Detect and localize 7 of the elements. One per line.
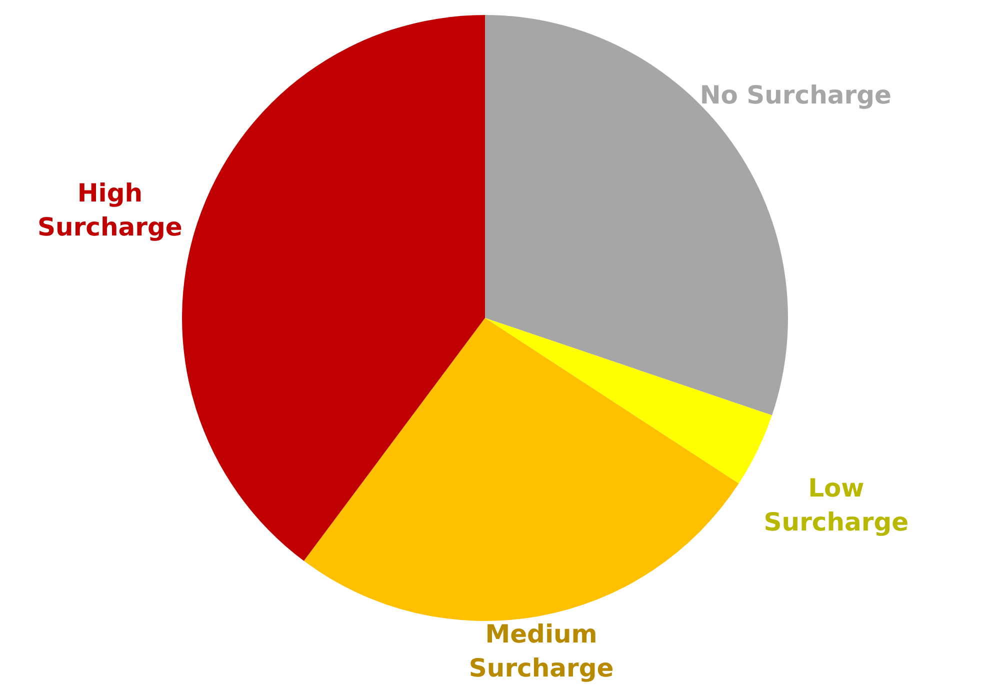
- slice-label: High Surcharge: [38, 178, 182, 242]
- pie-slice: [182, 15, 485, 561]
- slice-label: Medium Surcharge: [468, 620, 614, 683]
- slice-label: Low Surcharge: [764, 474, 909, 537]
- pie-slice: [485, 318, 772, 484]
- slice-label: No Surcharge: [700, 80, 892, 110]
- pie-slice: [304, 318, 739, 621]
